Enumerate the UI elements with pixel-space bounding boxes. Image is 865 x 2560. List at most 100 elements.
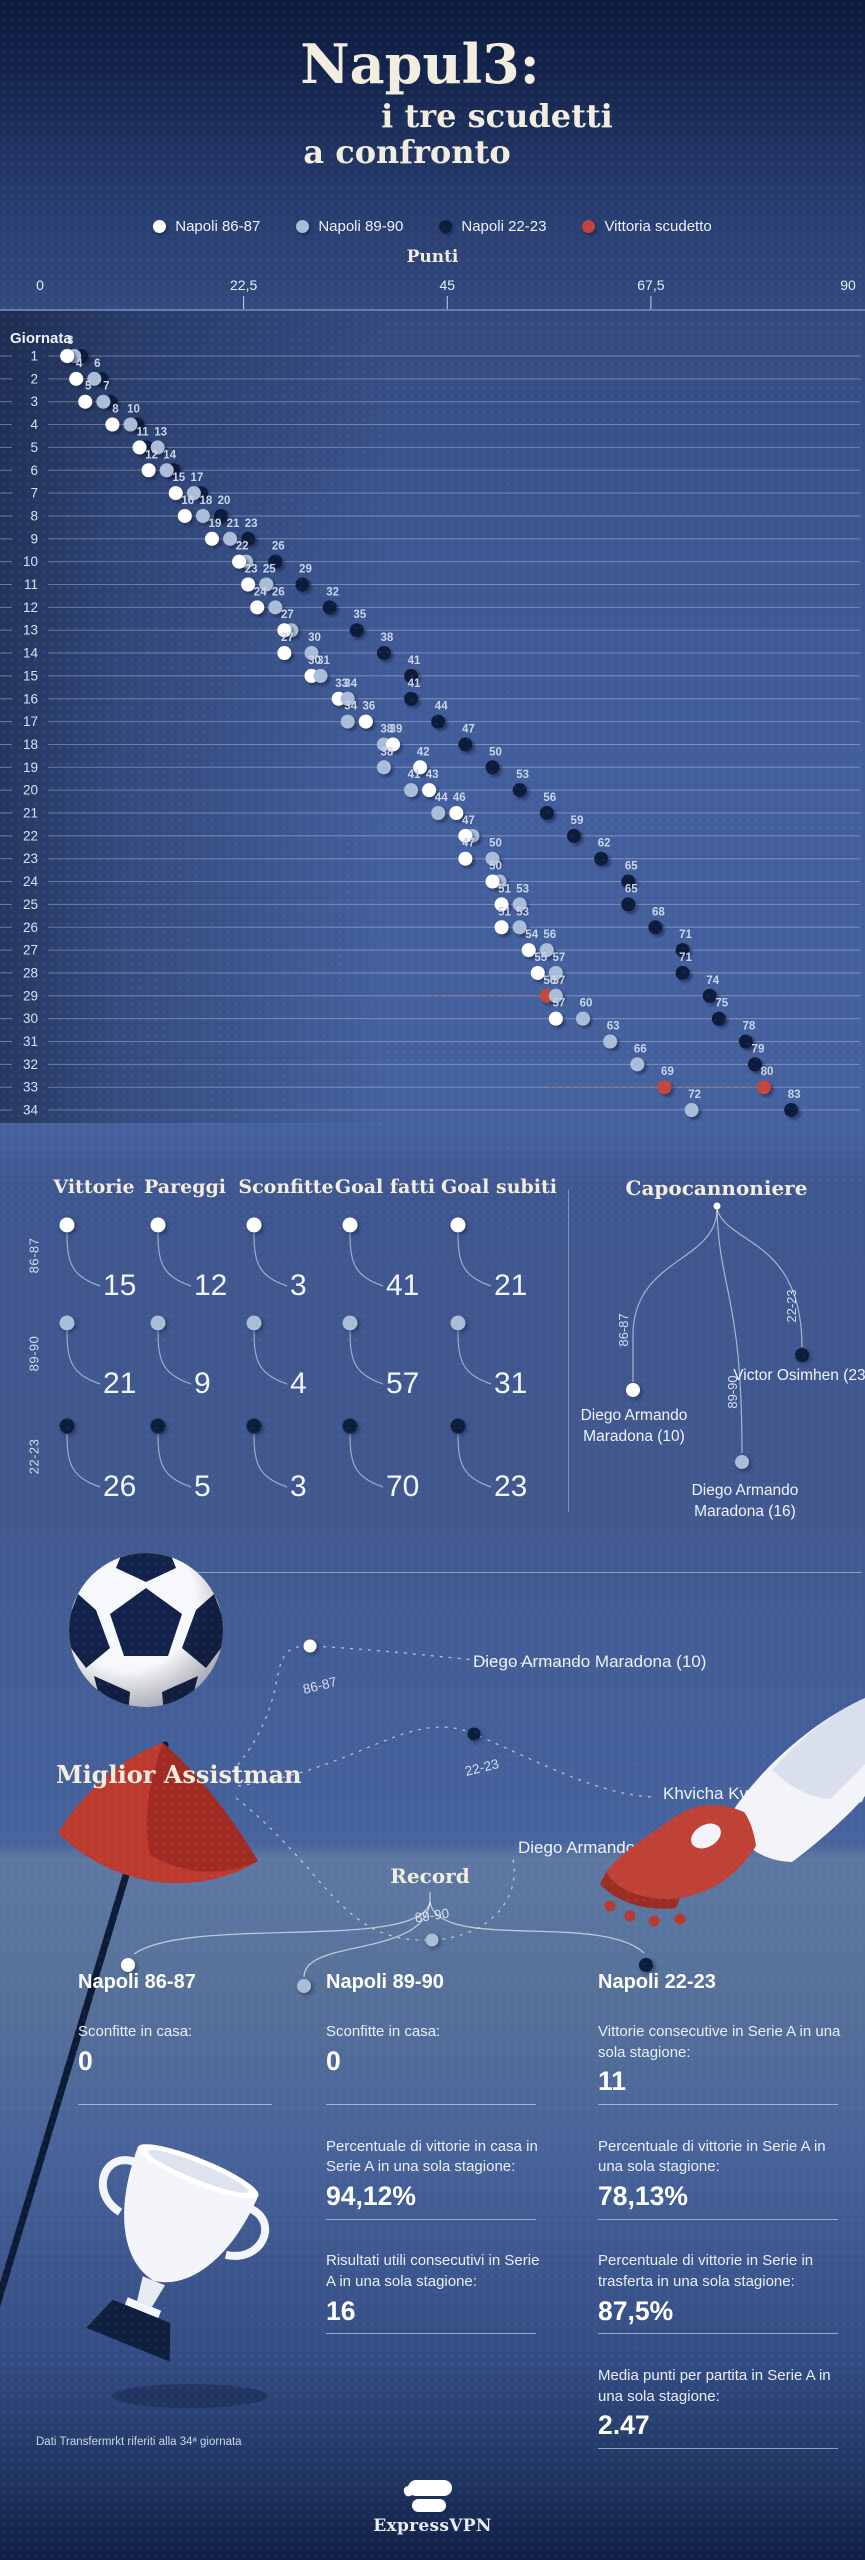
record-stat-value: 0	[78, 2045, 93, 2076]
giornata-number: 11	[24, 577, 38, 592]
point-value-label: 50	[489, 838, 502, 850]
data-point	[566, 828, 581, 843]
table-cell-marker	[150, 1217, 192, 1287]
table-cell-marker	[450, 1315, 492, 1385]
point-value-label: 4	[76, 358, 83, 370]
record-stat-label: Media punti per partita in Serie A in un…	[598, 2367, 831, 2405]
point-value-label: 65	[625, 883, 638, 895]
table-cell-marker	[59, 1217, 101, 1287]
data-point	[548, 965, 563, 980]
assist-season-1: 22-23	[463, 1756, 500, 1779]
point-value-label: 25	[263, 564, 276, 576]
table-cell-value: 23	[494, 1470, 528, 1503]
kicking-leg-icon	[600, 1698, 865, 1927]
data-point	[747, 1057, 762, 1072]
data-point	[485, 874, 500, 889]
data-point	[123, 417, 138, 432]
data-point	[784, 1103, 799, 1118]
point-value-label: 53	[516, 769, 529, 781]
data-point	[150, 440, 165, 455]
record-season-22-23: Napoli 22-23	[598, 1971, 716, 1993]
data-point	[259, 577, 274, 592]
point-value-label: 66	[634, 1043, 647, 1055]
data-point	[711, 1011, 726, 1026]
point-value-label: 5	[85, 381, 92, 393]
record-stat: Percentuale di vittorie in Serie in tras…	[598, 2251, 846, 2365]
season-dot-86-87	[626, 1383, 640, 1397]
record-stat-divider	[598, 2218, 838, 2220]
record-stat-label: Risultati utili consecutivi in Serie A i…	[326, 2252, 540, 2291]
giornata-number: 20	[23, 783, 38, 798]
record-stat-divider	[598, 2333, 838, 2335]
point-value-label: 47	[462, 815, 475, 827]
data-point	[738, 1034, 753, 1049]
table-cell-value: 31	[494, 1367, 528, 1400]
giornata-number: 23	[23, 851, 38, 866]
point-value-label: 31	[317, 655, 330, 667]
point-value-label: 12	[145, 449, 158, 461]
table-cell-marker	[150, 1418, 192, 1488]
data-point	[485, 760, 500, 775]
x-tick-label: 45	[439, 277, 455, 293]
data-point	[630, 1057, 645, 1072]
record-stat-divider	[326, 2333, 536, 2335]
table-header: Goal subiti	[440, 1176, 558, 1198]
record-stat-divider	[326, 2218, 536, 2220]
giornata-number: 14	[23, 646, 39, 661]
point-value-label: 50	[489, 861, 502, 873]
data-point	[675, 943, 690, 958]
legend-item: Vittoria scudetto	[582, 218, 712, 235]
point-value-label: 27	[281, 632, 294, 644]
record-stat: Media punti per partita in Serie A in un…	[598, 2366, 846, 2480]
data-point	[304, 646, 319, 661]
data-point	[268, 554, 283, 569]
point-value-label: 23	[245, 564, 258, 576]
data-point	[621, 897, 636, 912]
giornata-number: 8	[30, 508, 38, 523]
data-point	[358, 714, 373, 729]
giornata-number: 26	[23, 920, 38, 935]
record-stat-label: Percentuale di vittorie in Serie A in un…	[598, 2137, 826, 2176]
data-point	[96, 394, 111, 409]
table-cell-marker	[59, 1315, 101, 1385]
data-point	[404, 691, 419, 706]
giornata-number: 1	[30, 349, 38, 364]
assist-season-2: 89-90	[414, 1906, 450, 1926]
point-value-label: 30	[308, 655, 321, 667]
table-season-label: 89-90	[26, 1335, 42, 1372]
giornata-number: 5	[30, 440, 38, 455]
record-season-89-90: Napoli 89-90	[326, 1971, 444, 1993]
legend-dot	[582, 220, 596, 233]
table-header: Vittorie	[53, 1176, 135, 1198]
point-value-label: 30	[308, 632, 321, 644]
capocannoniere-player-22-23: Victor Osimhen (23)	[733, 1367, 865, 1384]
table-cell-value: 21	[103, 1367, 137, 1400]
table-header: Pareggi	[144, 1176, 226, 1198]
data-point	[349, 623, 364, 638]
point-value-label: 27	[281, 609, 294, 621]
point-value-label: 50	[489, 746, 502, 758]
record-stat: Sconfitte in casa: 0	[78, 2022, 280, 2136]
point-value-label: 39	[390, 723, 403, 735]
record-stat-label: Percentuale di vittorie in Serie in tras…	[598, 2252, 814, 2291]
point-value-label: 83	[788, 1089, 801, 1101]
record-stat: Sconfitte in casa: 0	[326, 2022, 544, 2136]
data-point	[757, 1080, 771, 1095]
legend-dot	[153, 220, 167, 233]
branch-root-dot	[713, 1202, 721, 1210]
brand-wordmark: ExpressVPN	[373, 2516, 492, 2536]
point-value-label: 6	[94, 358, 100, 370]
assistman-title: Miglior Assistman	[56, 1760, 302, 1789]
data-point	[404, 668, 419, 683]
point-value-label: 32	[326, 586, 339, 598]
data-point	[512, 783, 527, 798]
data-point	[449, 806, 464, 820]
record-stat-divider	[598, 2448, 838, 2450]
data-point	[458, 737, 473, 752]
data-point	[322, 600, 337, 615]
data-point	[413, 760, 428, 775]
data-point	[458, 851, 473, 866]
point-value-label: 15	[172, 472, 185, 484]
season-dot-22-23	[795, 1348, 809, 1362]
